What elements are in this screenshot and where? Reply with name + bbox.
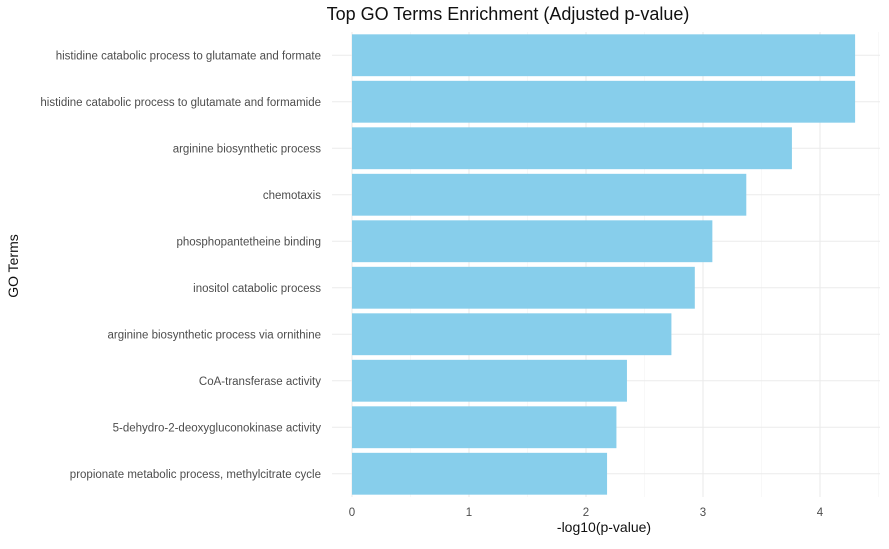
bar	[352, 313, 672, 356]
y-axis-ticks: histidine catabolic process to glutamate…	[40, 50, 321, 481]
x-axis-title: -log10(p-value)	[557, 519, 651, 535]
y-tick-label: CoA-transferase activity	[199, 376, 321, 388]
y-tick-label: arginine biosynthetic process via ornith…	[107, 329, 321, 341]
y-axis-title: GO Terms	[5, 234, 21, 298]
y-tick-label: propionate metabolic process, methylcitr…	[70, 469, 321, 481]
bars	[352, 34, 856, 495]
bar	[352, 173, 747, 216]
y-tick-label: inositol catabolic process	[193, 283, 321, 295]
y-tick-label: arginine biosynthetic process	[173, 143, 322, 155]
x-tick-label: 4	[817, 507, 824, 519]
bar	[352, 127, 792, 170]
x-tick-label: 1	[466, 507, 472, 519]
x-tick-label: 2	[583, 507, 589, 519]
x-tick-label: 0	[349, 507, 355, 519]
bar	[352, 80, 856, 123]
y-tick-label: chemotaxis	[263, 190, 321, 202]
y-tick-label: 5-dehydro-2-deoxygluconokinase activity	[113, 422, 322, 434]
bar	[352, 452, 608, 495]
y-tick-label: histidine catabolic process to glutamate…	[40, 97, 321, 109]
x-axis-ticks: 0 1 2 3 4	[349, 507, 824, 519]
bar	[352, 359, 627, 402]
chart-title: Top GO Terms Enrichment (Adjusted p-valu…	[327, 4, 690, 24]
bar	[352, 34, 856, 77]
x-tick-label: 3	[700, 507, 706, 519]
y-tick-label: histidine catabolic process to glutamate…	[56, 50, 321, 62]
y-tick-label: phosphopantetheine binding	[176, 236, 321, 248]
bar	[352, 406, 617, 449]
bar	[352, 266, 695, 309]
bar	[352, 220, 713, 263]
